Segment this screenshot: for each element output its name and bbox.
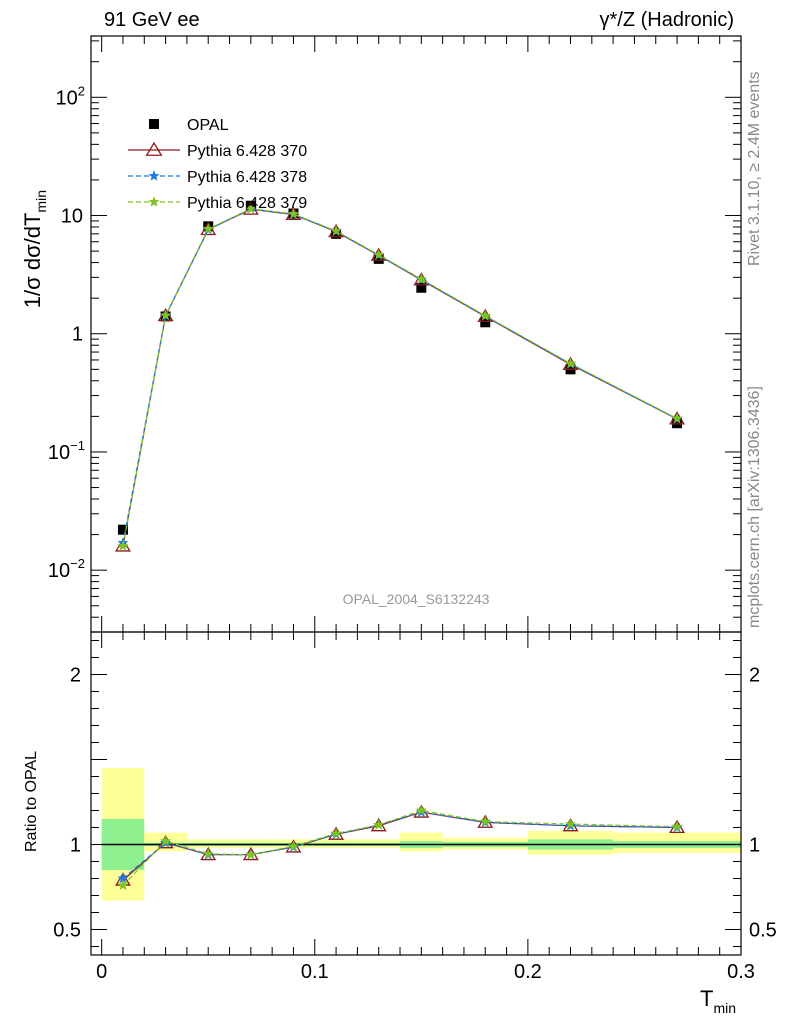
ratio-pythia-379-point <box>415 804 427 816</box>
pythia-379-point <box>671 412 683 424</box>
legend-label: Pythia 6.428 378 <box>187 169 307 186</box>
ratio-tick-label: 0.5 <box>53 920 81 942</box>
x-tick-label: 0.1 <box>301 961 329 983</box>
ratio-tick-label-right: 2 <box>749 665 760 687</box>
pythia-379-point <box>373 248 385 260</box>
pythia-379-point <box>245 202 257 214</box>
ratio-pythia-379-point <box>479 815 491 827</box>
ratio-pythia-379-point <box>160 835 172 846</box>
legend-label: OPAL <box>187 117 229 134</box>
pythia-379-point <box>202 223 214 234</box>
ratio-pythia-379-point <box>564 818 577 829</box>
header-right: γ*/Z (Hadronic) <box>599 9 734 31</box>
pythia-370-line <box>122 208 678 547</box>
ratio-tick-label: 1 <box>70 835 81 857</box>
legend-star-marker <box>148 170 160 181</box>
legend-label: Pythia 6.428 379 <box>187 195 307 212</box>
axis-ticks: 102 10 1 10−1 10−2 2 2 1 1 0.5 0.5 0 0.1 0.2 0.3 <box>48 36 777 983</box>
legend-label: Pythia 6.428 370 <box>187 143 307 160</box>
ratio-pythia-379-point <box>373 819 385 830</box>
main-plot-series <box>114 200 686 552</box>
pythia-379-point <box>117 540 129 551</box>
legend-star-marker <box>148 196 160 207</box>
pythia-379-point <box>564 357 577 369</box>
y-axis-title-lower: Ratio to OPAL <box>23 751 40 852</box>
pythia-379-point <box>330 225 342 236</box>
y-tick-label: 10−2 <box>48 556 85 582</box>
pythia-379-line <box>122 208 678 547</box>
pythia-378-line <box>122 208 678 544</box>
opal-data-point <box>373 253 384 264</box>
pythia-379-point <box>160 309 172 321</box>
x-tick-label: 0.2 <box>514 961 542 983</box>
pythia-379-point <box>287 208 300 219</box>
ratio-pythia-379-point <box>245 848 257 860</box>
ratio-pythia-379-point <box>330 827 342 839</box>
lower-frame <box>90 631 742 956</box>
x-axis-title: Tmin <box>700 986 736 1016</box>
ratio-tick-label-right: 0.5 <box>749 920 777 942</box>
ratio-plot-series <box>114 804 686 891</box>
y-axis-title-upper: 1/σ dσ/dTmin <box>20 190 49 308</box>
y-tick-label: 10 <box>61 206 83 228</box>
opal-data-point <box>117 524 128 535</box>
legend-opal-marker <box>149 119 159 129</box>
x-tick-label: 0.3 <box>727 961 755 983</box>
pythia-379-point <box>479 309 491 321</box>
ratio-pythia-379-point <box>671 820 683 832</box>
ratio-pythia-370-point <box>370 818 387 832</box>
ratio-pythia-379-point <box>202 847 214 859</box>
opal-data-point <box>331 228 342 239</box>
header-left: 91 GeV ee <box>104 9 200 31</box>
legend: OPAL Pythia 6.428 370 Pythia 6.428 378 Pyth… <box>128 117 307 212</box>
ratio-uncertainty-bands <box>101 768 741 901</box>
y-tick-label: 102 <box>56 83 85 109</box>
pythia-379-point <box>415 273 427 284</box>
y-tick-label: 10−1 <box>48 438 85 464</box>
ratio-pythia-379-point <box>287 840 300 851</box>
analysis-label: OPAL_2004_S6132243 <box>343 591 490 607</box>
opal-data-point <box>480 317 491 328</box>
opal-data-point <box>416 282 427 293</box>
x-tick-label: 0 <box>96 961 107 983</box>
ratio-pythia-378-line <box>122 811 678 879</box>
ratio-pythia-379-point <box>117 879 129 891</box>
y-tick-label: 1 <box>72 324 83 346</box>
ratio-tick-label-right: 1 <box>749 835 760 857</box>
legend-triangle-marker <box>145 141 163 156</box>
ratio-tick-label: 2 <box>70 665 81 687</box>
